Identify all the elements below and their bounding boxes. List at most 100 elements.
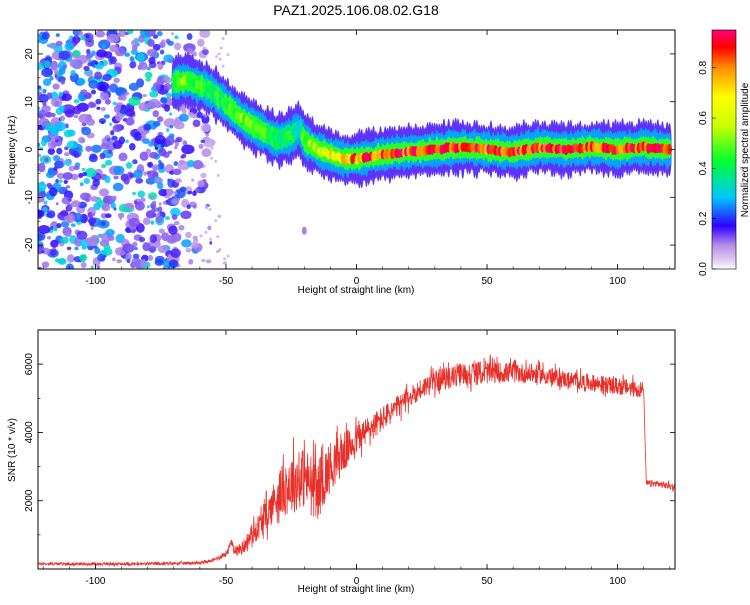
noise-cell: [166, 128, 170, 133]
noise-cell: [163, 83, 172, 91]
noise-cell: [112, 101, 117, 106]
noise-cell: [144, 71, 153, 79]
noise-cell: [80, 35, 86, 41]
noise-cell: [53, 227, 58, 232]
noise-cell: [132, 253, 140, 259]
y-tick-label: 10: [24, 96, 35, 108]
noise-cell: [179, 186, 187, 192]
noise-cell: [156, 116, 164, 123]
noise-cell: [90, 89, 97, 95]
noise-cell: [209, 237, 213, 241]
noise-cell: [47, 147, 56, 155]
noise-cell: [102, 73, 112, 82]
noise-cell: [110, 202, 116, 209]
noise-cell: [86, 71, 93, 77]
noise-cell: [170, 248, 181, 258]
noise-cell: [226, 53, 230, 57]
noise-cell: [64, 109, 75, 118]
noise-cell: [80, 192, 91, 201]
noise-cell: [99, 152, 106, 160]
x-tick-label: -50: [219, 276, 234, 287]
noise-cell: [53, 68, 59, 75]
noise-cell: [186, 204, 191, 210]
noise-cell: [38, 85, 42, 89]
noise-cell: [93, 71, 103, 80]
noise-cell: [62, 64, 67, 69]
noise-cell: [55, 40, 63, 47]
noise-cell: [64, 152, 70, 157]
noise-cell: [41, 32, 50, 40]
noise-cell: [94, 247, 101, 255]
noise-cell: [103, 244, 111, 251]
noise-cell: [174, 178, 182, 184]
noise-cell: [56, 172, 65, 179]
noise-cell: [85, 53, 93, 60]
noise-cell: [198, 143, 204, 150]
noise-cell: [149, 151, 159, 159]
noise-cell: [79, 182, 84, 187]
noise-cell: [41, 206, 48, 213]
noise-cell: [174, 145, 178, 150]
noise-cell: [118, 152, 128, 162]
noise-cell: [112, 140, 123, 150]
noise-cell: [50, 140, 57, 148]
noise-cell: [152, 121, 161, 127]
noise-cell: [100, 142, 109, 150]
noise-cell: [173, 42, 182, 51]
noise-cell: [38, 144, 41, 148]
noise-cell: [140, 259, 148, 268]
noise-cell: [41, 67, 53, 78]
noise-cell: [129, 56, 135, 62]
noise-cell: [95, 30, 106, 38]
noise-cell: [156, 212, 160, 217]
noise-cell: [71, 200, 81, 208]
noise-cell: [70, 223, 76, 227]
noise-cell: [158, 147, 167, 157]
noise-cell: [135, 177, 144, 184]
snr-y-axis-label: SNR (10 * v/v): [7, 418, 18, 482]
noise-cell: [96, 106, 101, 110]
noise-cell: [113, 77, 120, 84]
noise-cell: [196, 111, 204, 119]
colorbar-tick-label: 0.2: [698, 211, 709, 225]
x-tick-label: 0: [354, 576, 360, 587]
noise-cell: [56, 147, 63, 155]
noise-cell: [59, 115, 66, 122]
noise-cell: [72, 35, 81, 44]
noise-cell: [172, 168, 182, 176]
noise-cell: [108, 83, 119, 93]
noise-cell: [94, 61, 98, 65]
noise-cell: [112, 70, 118, 76]
noise-cell: [74, 246, 79, 251]
noise-cell: [187, 190, 193, 195]
noise-cell: [124, 202, 135, 211]
noise-cell: [173, 119, 181, 126]
noise-cell: [214, 55, 218, 59]
noise-cell: [147, 38, 155, 47]
noise-cell: [168, 225, 178, 235]
noise-cell: [142, 138, 150, 144]
noise-cell: [208, 207, 212, 211]
noise-cell: [205, 259, 212, 264]
noise-cell: [133, 131, 142, 142]
noise-cell: [42, 88, 47, 94]
noise-cell: [101, 163, 107, 169]
noise-cell: [181, 144, 195, 155]
noise-cell: [174, 141, 180, 147]
noise-cell: [181, 153, 187, 159]
noise-cell: [53, 44, 63, 53]
noise-cell: [204, 206, 208, 210]
noise-cell: [101, 44, 106, 49]
noise-cell: [46, 182, 52, 188]
noise-cell: [38, 109, 46, 119]
noise-cell: [60, 209, 69, 217]
noise-cell: [38, 162, 46, 173]
noise-cell: [113, 175, 119, 180]
noise-cell: [103, 114, 110, 119]
noise-cell: [218, 57, 222, 61]
noise-cell: [155, 177, 164, 184]
noise-cell: [128, 217, 140, 228]
noise-cell: [87, 58, 92, 63]
noise-cell: [200, 139, 206, 143]
